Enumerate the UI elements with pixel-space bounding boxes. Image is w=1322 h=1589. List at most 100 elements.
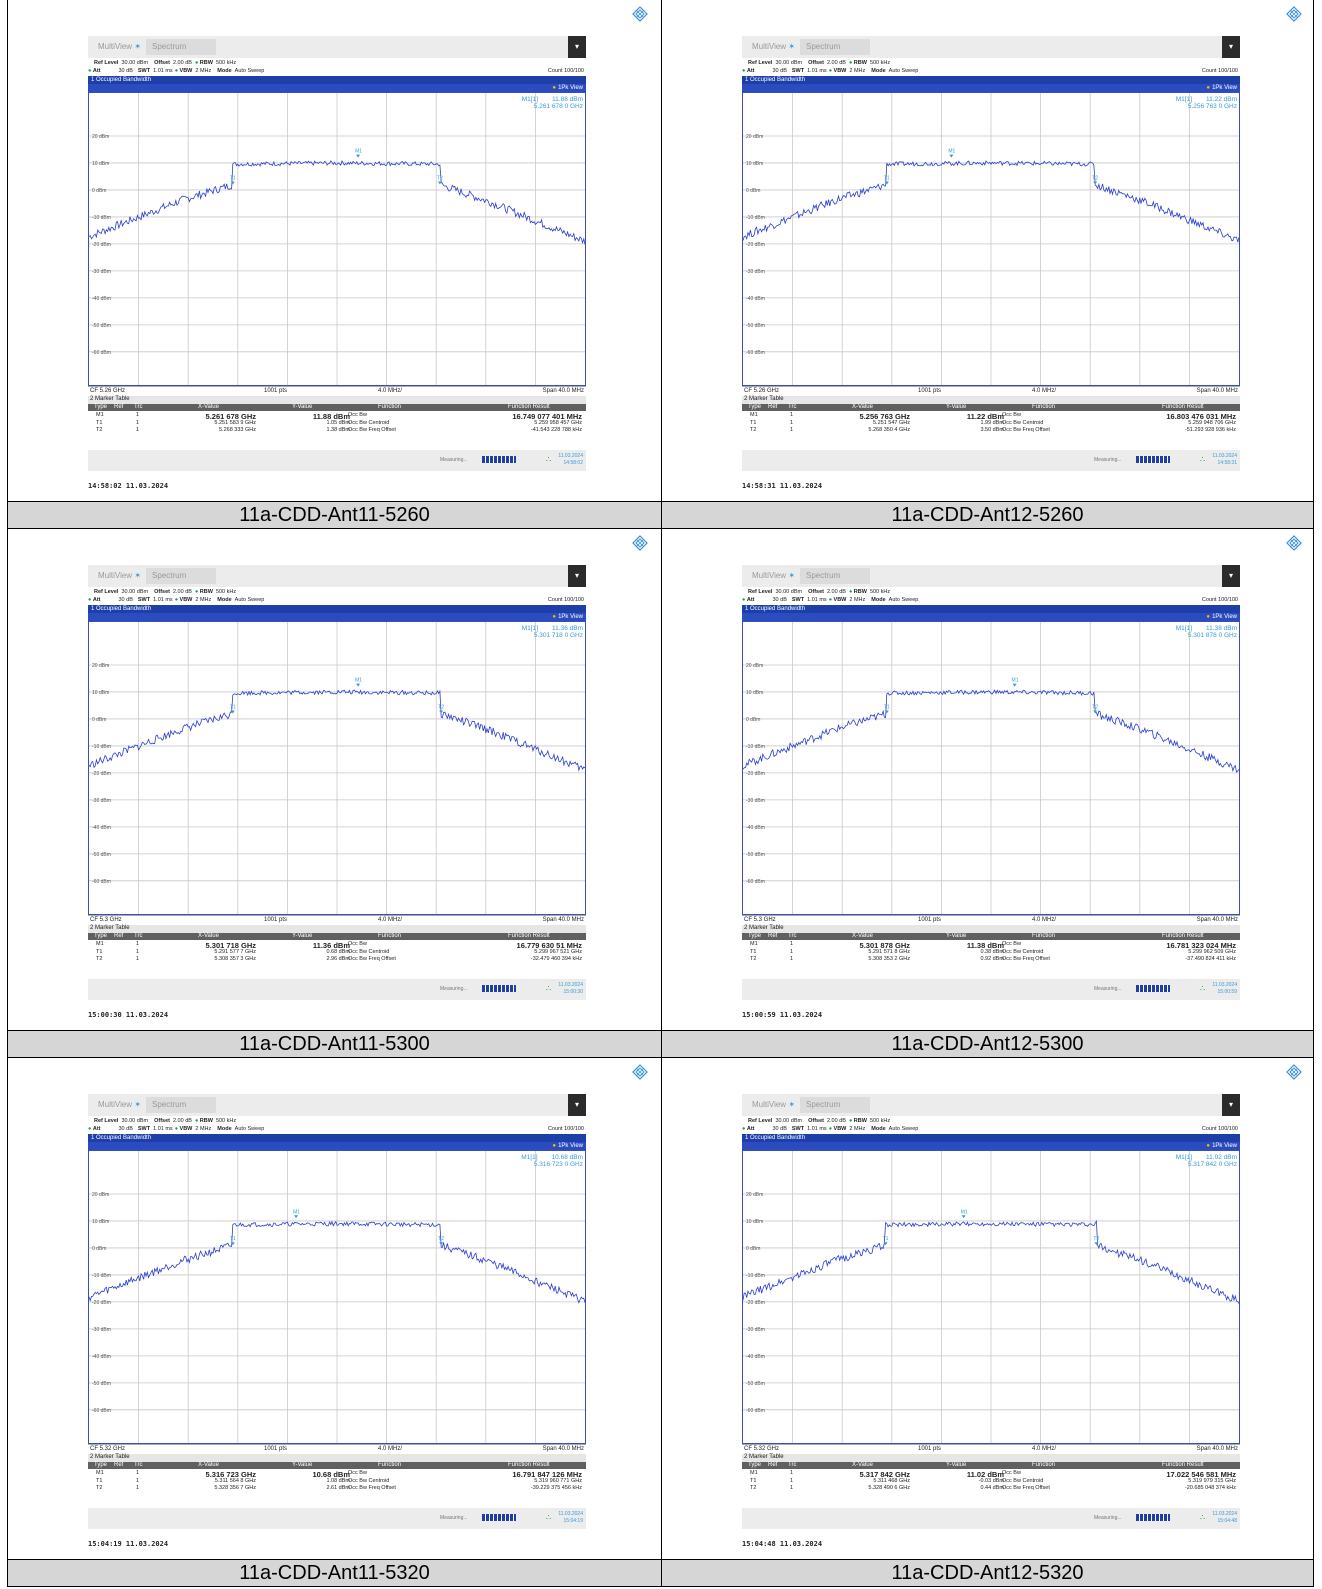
marker-m1[interactable] [961, 1215, 966, 1219]
menu-button[interactable]: ▾ [568, 1094, 586, 1116]
col-function: Function [1032, 404, 1056, 410]
reference-icon: ∴ [1200, 984, 1206, 993]
marker-t1[interactable] [884, 181, 889, 185]
marker-m1[interactable] [949, 154, 954, 158]
marker-t2[interactable] [1094, 1242, 1099, 1246]
instrument-screen: MultiView ✶ Spectrum ▾ Ref Level 30.00 dBm Of… [742, 565, 1240, 1000]
y-tick-label: -20 dBm [92, 771, 111, 777]
marker-t2[interactable] [439, 710, 444, 714]
row-trace: 1 [790, 949, 794, 955]
tab-active-star-icon: ✶ [786, 571, 796, 580]
menu-button[interactable]: ▾ [568, 36, 586, 58]
y-tick-label: 0 dBm [92, 717, 106, 723]
marker-m1[interactable] [1012, 683, 1017, 687]
marker-m1[interactable] [356, 683, 361, 687]
status-bar: Measuring... ∴ 11.03.2024 14:58:02 [88, 450, 586, 471]
offset-value: 2.00 dB [172, 60, 192, 66]
measuring-status: Measuring... [440, 457, 468, 463]
row-trace: 1 [790, 420, 794, 426]
tab-spectrum[interactable]: Spectrum [146, 39, 216, 55]
row-function-result: 16.803 476 031 MHz [1166, 412, 1236, 421]
spectrum-chart: 20 dBm 10 dBm 0 dBm -10 dBm -20 dBm -30 dBm -4… [743, 1151, 1239, 1443]
tab-spectrum[interactable]: Spectrum [146, 568, 216, 584]
row-x-value: 5.268 333 GHz [219, 427, 256, 433]
tab-spectrum[interactable]: Spectrum [800, 568, 870, 584]
y-tick-label: -10 dBm [92, 215, 111, 221]
marker-t1[interactable] [230, 710, 235, 714]
marker-readout-frequency: 5.256 763 0 GHz [1187, 103, 1237, 110]
row-y-value: 0.92 dBm [980, 956, 1004, 962]
marker-m1[interactable] [356, 154, 361, 158]
marker-table-title: 2 Marker Table [742, 396, 1240, 404]
col-x-value: X-Value [198, 1462, 219, 1468]
y-tick-label: -10 dBm [92, 744, 111, 750]
frequency-span: Span 40.0 MHz [542, 1446, 584, 1452]
trace-1 [89, 160, 585, 245]
rbw-value: 500 kHz [215, 60, 237, 66]
tab-multiview[interactable]: MultiView ✶ [92, 568, 147, 584]
menu-button[interactable]: ▾ [1222, 36, 1240, 58]
marker-readout: M1[1] 11.88 dBm 5.261 678 0 GHz [522, 96, 583, 110]
vbw-value: 2 MHz [195, 1126, 212, 1132]
marker-t1[interactable] [230, 181, 235, 185]
row-function: Occ Bw Freq Offset [1002, 427, 1050, 433]
tab-multiview[interactable]: MultiView ✶ [92, 39, 147, 55]
tab-spectrum-label: Spectrum [806, 1100, 841, 1109]
trace-view: 1Pk View [1212, 1143, 1237, 1149]
marker-t1-label: T1 [884, 705, 890, 711]
tab-multiview[interactable]: MultiView ✶ [92, 1097, 147, 1113]
row-trace: 1 [136, 949, 140, 955]
x-axis-footer: CF 5.32 GHz 1001 pts 4.0 MHz/Span 40.0 MHz [742, 1444, 1240, 1455]
reference-icon: ∴ [1200, 1513, 1206, 1522]
tab-bar: MultiView ✶ Spectrum ▾ [742, 1094, 1240, 1116]
rs-logo-icon [632, 1064, 648, 1080]
row-type: M1 [96, 1470, 104, 1476]
tab-multiview-label: MultiView [98, 42, 133, 51]
marker-table-row: M1 1 5.316 723 GHz 10.68 dBm Occ Bw 16.791 84… [88, 1470, 586, 1479]
ref-level-label: Ref Level [748, 1118, 773, 1124]
marker-t1[interactable] [883, 1242, 888, 1246]
coupled-dot-icon: ● [194, 60, 200, 66]
sweep-points: 1001 pts [264, 917, 288, 923]
marker-t2[interactable] [439, 1242, 444, 1246]
y-tick-label: 20 dBm [746, 134, 763, 140]
row-function-result: 17.022 546 581 MHz [1166, 1470, 1236, 1479]
marker-t1[interactable] [230, 1242, 235, 1246]
status-date: 11.03.2024 [1212, 1511, 1237, 1517]
coupled-dot-icon: ● [848, 589, 854, 595]
y-tick-label: 0 dBm [92, 1246, 106, 1252]
marker-m1-label: M1 [355, 678, 362, 684]
marker-t2[interactable] [1093, 710, 1098, 714]
marker-t2[interactable] [437, 181, 442, 185]
tab-multiview[interactable]: MultiView ✶ [746, 39, 801, 55]
analyzer-screenshot: MultiView ✶ Spectrum ▾ Ref Level 30.00 dBm Of… [664, 529, 1310, 1035]
marker-t1[interactable] [884, 710, 889, 714]
marker-table-header: Type Ref Trc X-Value Y-Value Function Function… [88, 404, 586, 411]
sweep-points: 1001 pts [918, 1446, 942, 1452]
y-tick-label: -60 dBm [746, 350, 765, 356]
y-tick-label: -20 dBm [746, 242, 765, 248]
col-ref: Ref [114, 933, 124, 939]
menu-button[interactable]: ▾ [568, 565, 586, 587]
vbw-value: 2 MHz [849, 1126, 866, 1132]
marker-m1[interactable] [294, 1215, 299, 1219]
marker-t2-label: T2 [438, 705, 444, 711]
tab-spectrum[interactable]: Spectrum [800, 1097, 870, 1113]
menu-button[interactable]: ▾ [1222, 1094, 1240, 1116]
tab-spectrum[interactable]: Spectrum [800, 39, 870, 55]
tab-spectrum[interactable]: Spectrum [146, 1097, 216, 1113]
sweep-count: Count 100/100 [1201, 1126, 1238, 1132]
marker-readout: M1[1] 11.36 dBm 5.301 718 0 GHz [522, 625, 583, 639]
marker-readout-frequency: 5.301 718 0 GHz [533, 632, 583, 639]
menu-button[interactable]: ▾ [1222, 565, 1240, 587]
tab-multiview[interactable]: MultiView ✶ [746, 568, 801, 584]
marker-t2[interactable] [1093, 181, 1098, 185]
frequency-span: Span 40.0 MHz [542, 917, 584, 923]
rbw-label: RBW [853, 1118, 867, 1124]
marker-readout-line-1: M1[1] 11.22 dBm [1176, 96, 1237, 103]
row-function: Occ Bw Centroid [348, 420, 390, 426]
frequency-span: Span 40.0 MHz [1196, 1446, 1238, 1452]
settings-line-1: Ref Level 30.00 dBm Offset 2.00 dB ● RBW 500 … [748, 589, 890, 595]
tab-multiview[interactable]: MultiView ✶ [746, 1097, 801, 1113]
offset-value: 2.00 dB [826, 60, 846, 66]
